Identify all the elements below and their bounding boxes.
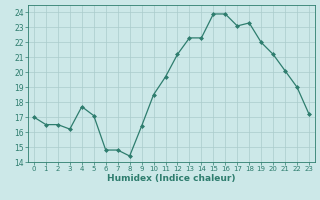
X-axis label: Humidex (Indice chaleur): Humidex (Indice chaleur) <box>107 174 236 183</box>
